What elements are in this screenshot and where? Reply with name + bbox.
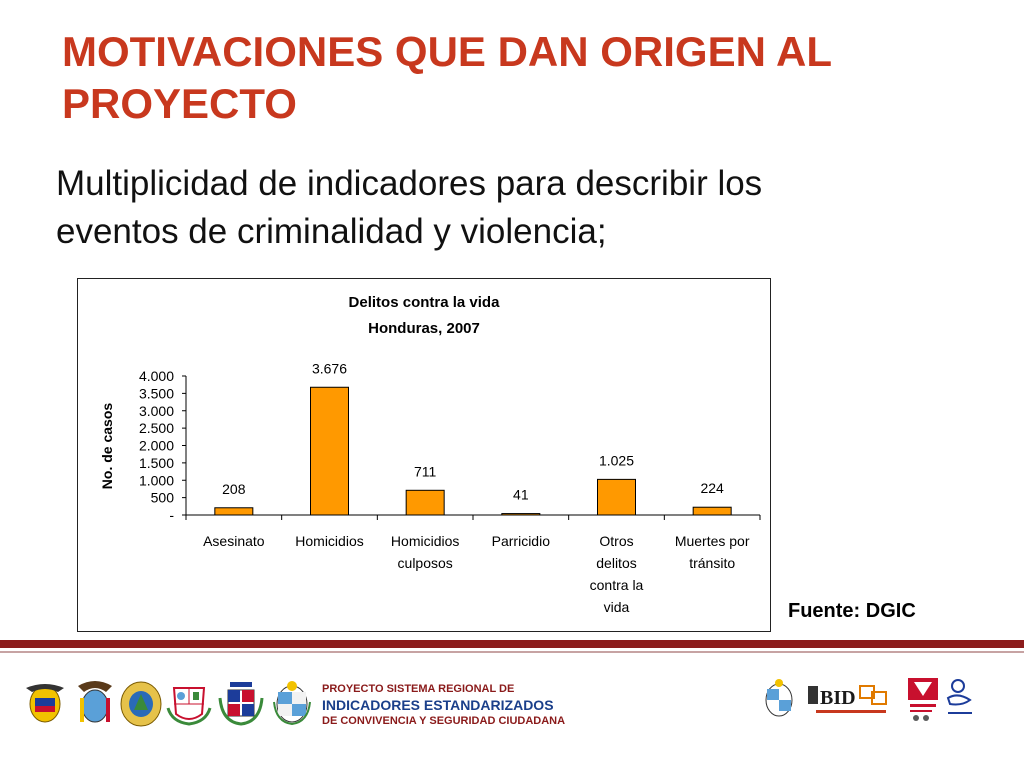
- project-line-2: INDICADORES ESTANDARIZADOS: [322, 697, 554, 713]
- bar: [405, 489, 445, 516]
- x-tick-label: Asesinato: [203, 533, 265, 549]
- project-line-3: DE CONVIVENCIA Y SEGURIDAD CIUDADANA: [322, 715, 566, 727]
- x-tick-label: tránsito: [689, 555, 735, 571]
- bar: [692, 506, 732, 516]
- chart-subtitle: Honduras, 2007: [368, 320, 480, 337]
- peru-seal-icon: [166, 687, 212, 726]
- slide-title: MOTIVACIONES QUE DAN ORIGEN AL PROYECTO: [62, 26, 962, 130]
- footer-divider-thin: [0, 651, 1024, 653]
- data-label: 41: [513, 487, 529, 503]
- bullet-line: eventos de criminalidad y violencia;: [56, 212, 607, 251]
- colombia-seal-icon: [26, 684, 64, 723]
- universidad-del-valle-logo-icon: [908, 678, 938, 721]
- dominican-republic-seal-icon: [218, 682, 264, 726]
- x-tick-label: Parricidio: [492, 533, 551, 549]
- y-tick-label: 4.000: [139, 368, 174, 384]
- cisalva-logo-icon: [946, 679, 972, 714]
- x-tick-label: Homicidios: [391, 533, 459, 549]
- bid-logo-text: BID: [820, 687, 856, 709]
- footer-divider: [0, 640, 1024, 648]
- slide-bullet: Multiplicidad de indicadores para descri…: [56, 160, 936, 256]
- bullet-line: Multiplicidad de indicadores para descri…: [56, 164, 763, 203]
- data-label: 3.676: [312, 360, 347, 376]
- chart-frame: Delitos contra la vida Honduras, 2007 No…: [77, 278, 771, 632]
- y-tick-label: -: [169, 507, 174, 523]
- x-tick-label: culposos: [398, 555, 453, 571]
- x-tick-label: delitos: [596, 555, 636, 571]
- slide-title-line: PROYECTO: [62, 80, 297, 127]
- x-tick-label: Otros: [599, 533, 633, 549]
- x-tick-label: Muertes por: [675, 533, 750, 549]
- bar: [310, 386, 349, 516]
- project-line-1: PROYECTO SISTEMA REGIONAL DE: [322, 683, 515, 695]
- uruguay-seal-icon: [273, 681, 311, 726]
- honduras-seal-icon: [120, 681, 162, 727]
- y-axis-label: No. de casos: [99, 403, 115, 490]
- source-note: Fuente: DGIC: [788, 600, 916, 622]
- bid-logo-icon: BID: [808, 685, 887, 713]
- x-tick-label: vida: [604, 599, 630, 615]
- y-tick-label: 1.500: [139, 455, 174, 471]
- uruguay-seal-icon: [765, 679, 793, 717]
- y-tick-label: 3.500: [139, 385, 174, 401]
- y-tick-label: 1.000: [139, 472, 174, 488]
- ecuador-seal-icon: [78, 681, 112, 723]
- y-tick-label: 2.000: [139, 438, 174, 454]
- x-tick-label: contra la: [590, 577, 644, 593]
- bar: [597, 478, 636, 516]
- x-tick-label: Homicidios: [295, 533, 363, 549]
- y-tick-label: 500: [151, 490, 175, 506]
- bar-chart: Delitos contra la vida Honduras, 2007 No…: [99, 294, 761, 615]
- project-name-block: PROYECTO SISTEMA REGIONAL DE INDICADORES…: [322, 682, 622, 728]
- data-label: 208: [222, 481, 246, 497]
- bar: [214, 507, 254, 516]
- data-label: 224: [700, 480, 724, 496]
- data-label: 1.025: [599, 452, 634, 468]
- y-tick-label: 3.000: [139, 403, 174, 419]
- bar: [501, 513, 541, 516]
- data-label: 711: [414, 463, 437, 479]
- slide-title-line: MOTIVACIONES QUE DAN ORIGEN AL: [62, 28, 833, 75]
- chart-title: Delitos contra la vida: [349, 294, 501, 311]
- y-tick-label: 2.500: [139, 420, 174, 436]
